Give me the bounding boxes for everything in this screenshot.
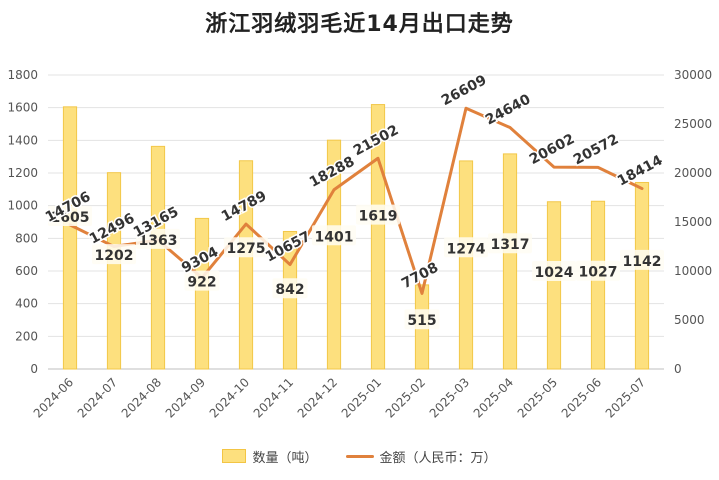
bar-label-bg	[184, 270, 220, 291]
x-tick-label: 2024-08	[119, 375, 164, 420]
bar-value-label: 1363	[139, 233, 178, 249]
chart-title: 浙江羽绒羽毛近14月出口走势	[205, 12, 514, 37]
bar-value-label: 1605	[51, 210, 90, 226]
y-left-tick-label: 1400	[7, 133, 38, 147]
bar	[106, 172, 122, 370]
line-value-label: 26609	[439, 72, 490, 109]
bar-label-bg	[488, 233, 532, 254]
bar	[194, 217, 210, 370]
line-value-label: 20572	[571, 131, 622, 168]
line-value-label: 24640	[483, 91, 534, 128]
x-tick-label: 2025-07	[603, 375, 648, 420]
legend-item-quantity: 数量（吨）	[222, 447, 318, 466]
x-tick-label: 2024-11	[251, 375, 296, 420]
y-right-tick-label: 5000	[674, 313, 705, 327]
bar-value-label: 1274	[447, 241, 486, 257]
chart-legend: 数量（吨） 金额（人民币：万）	[0, 445, 719, 467]
bar-value-label: 1317	[491, 237, 530, 253]
legend-swatch-bar	[222, 449, 247, 463]
bar-label-bg	[92, 244, 136, 265]
y-left-tick-label: 400	[15, 297, 38, 311]
bar-label-bg	[224, 237, 268, 258]
bar	[502, 153, 518, 370]
bar-label-bg	[576, 260, 620, 281]
bar-label-bg	[444, 237, 488, 258]
bar-value-label: 1024	[535, 265, 574, 281]
x-tick-label: 2025-06	[559, 375, 604, 420]
bar-value-label: 842	[275, 282, 304, 298]
bar-value-label: 1027	[579, 265, 618, 281]
bar-value-label: 1401	[315, 229, 354, 245]
y-right-tick-label: 0	[674, 362, 682, 376]
y-left-tick-label: 1200	[7, 166, 38, 180]
bar	[62, 106, 78, 370]
bar-label-bg	[356, 204, 400, 225]
x-tick-label: 2024-07	[75, 375, 120, 420]
x-tick-label: 2025-03	[427, 375, 472, 420]
bar	[546, 201, 562, 370]
legend-label-quantity: 数量（吨）	[252, 450, 318, 466]
bar	[150, 145, 166, 370]
x-tick-label: 2025-01	[339, 375, 384, 420]
y-right-tick-label: 15000	[674, 215, 712, 229]
bar	[238, 160, 254, 370]
bar-value-label: 922	[187, 275, 216, 291]
y-left-tick-label: 1000	[7, 199, 38, 213]
bar-value-label: 1202	[95, 248, 134, 264]
bar	[282, 230, 298, 370]
y-left-tick-label: 200	[15, 329, 38, 343]
bar-label-bg	[136, 228, 180, 249]
x-tick-label: 2025-04	[471, 375, 516, 420]
y-left-tick-label: 600	[15, 264, 38, 278]
y-left-tick-label: 1800	[7, 68, 38, 82]
x-tick-label: 2025-02	[383, 375, 428, 420]
bar-label-bg	[532, 260, 576, 281]
y-right-tick-label: 25000	[674, 117, 712, 131]
bar-label-bg	[272, 278, 308, 299]
line-value-label: 20602	[527, 131, 578, 168]
bar-value-label: 1275	[227, 241, 266, 257]
x-tick-label: 2024-12	[295, 375, 340, 420]
y-left-tick-label: 800	[15, 231, 38, 245]
bar-label-bg	[48, 205, 92, 226]
y-right-tick-label: 20000	[674, 166, 712, 180]
legend-label-amount: 金额（人民币：万）	[379, 450, 497, 466]
x-tick-label: 2024-10	[207, 375, 252, 420]
y-right-tick-label: 30000	[674, 68, 712, 82]
y-left-tick-label: 1600	[7, 101, 38, 115]
bar	[634, 181, 650, 370]
x-tick-label: 2024-06	[31, 375, 76, 420]
bar-value-label: 1619	[359, 209, 398, 225]
x-tick-label: 2025-05	[515, 375, 560, 420]
bar	[590, 200, 606, 370]
y-right-tick-label: 10000	[674, 264, 712, 278]
y-left-tick-label: 0	[30, 362, 38, 376]
x-tick-label: 2024-09	[163, 375, 208, 420]
bar-label-bg	[404, 309, 440, 330]
bar-label-bg	[312, 225, 356, 246]
legend-swatch-line	[345, 454, 374, 458]
bar-label-bg	[620, 249, 664, 270]
bar-value-label: 1142	[623, 254, 662, 270]
bar-value-label: 515	[407, 313, 436, 329]
legend-item-amount: 金额（人民币：万）	[345, 447, 497, 466]
bar	[458, 160, 474, 370]
